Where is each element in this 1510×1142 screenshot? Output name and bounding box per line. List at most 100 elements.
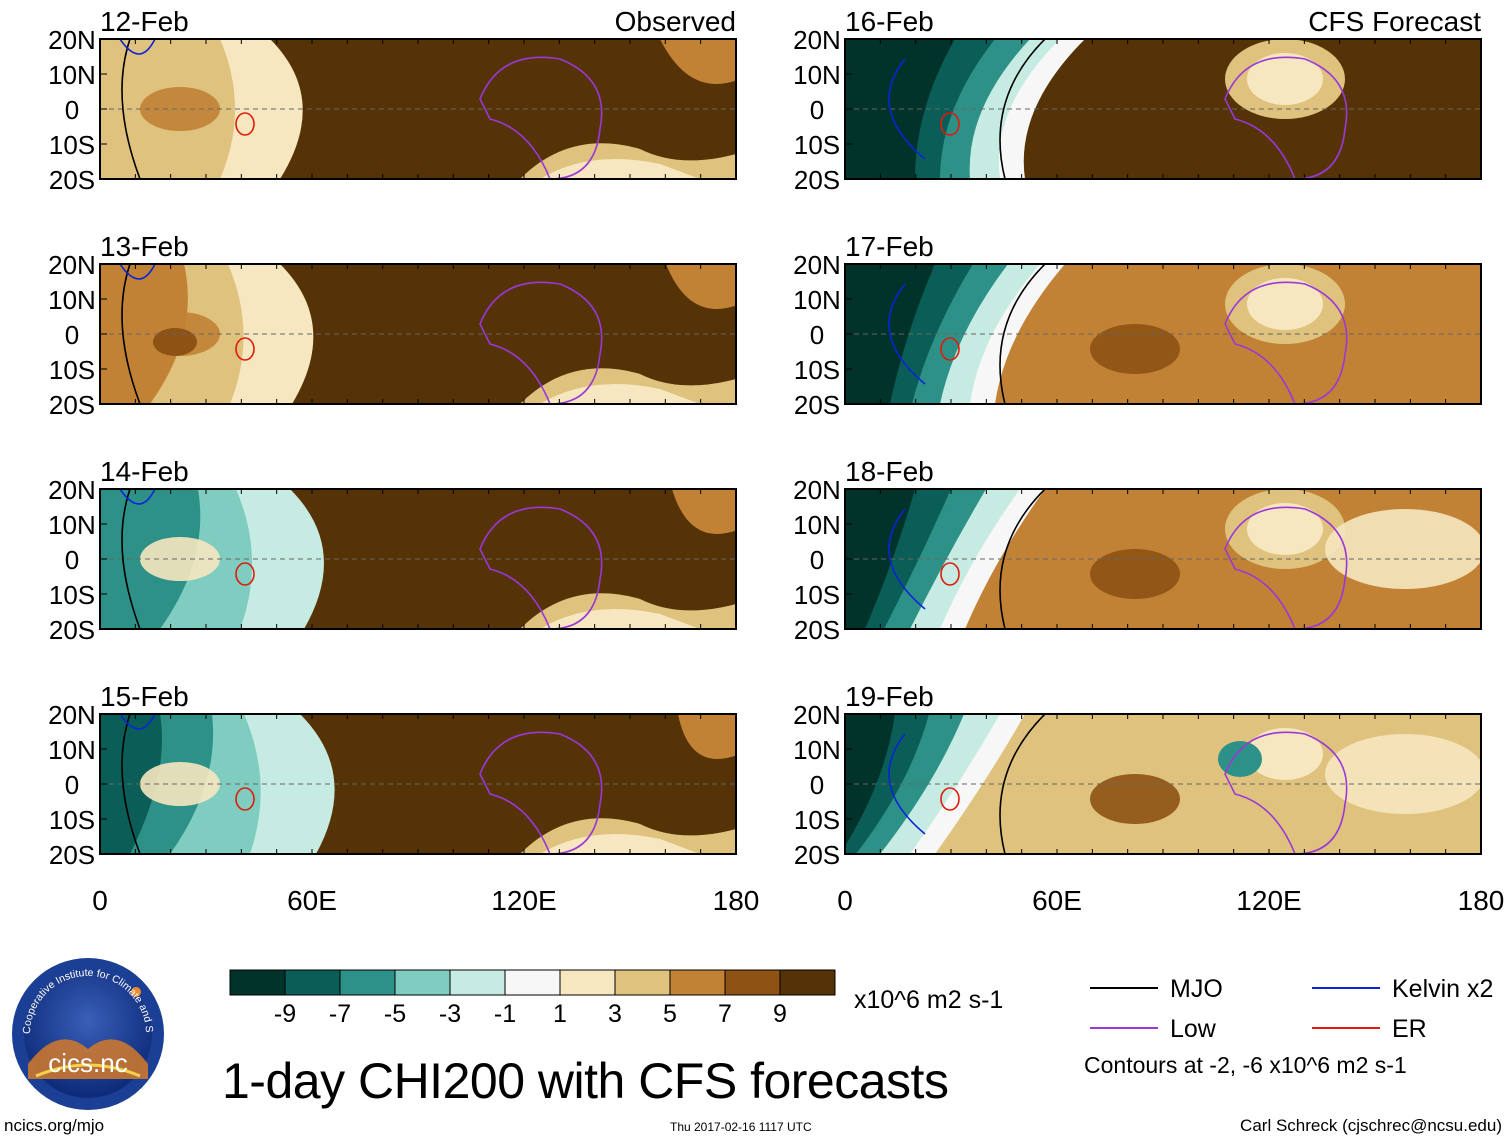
y-tick-label: 20S (794, 390, 840, 420)
y-tick-label: 10S (794, 580, 840, 610)
map-panel-18-Feb (845, 489, 1481, 629)
y-tick-label: 10S (49, 580, 95, 610)
colorbar-swatch (339, 969, 396, 996)
y-tick-label: 10N (793, 510, 841, 540)
legend-label: Kelvin x2 (1392, 975, 1493, 1003)
map-panel-16-Feb (845, 39, 1481, 179)
y-tick-label: 0 (810, 320, 824, 350)
legend-label: ER (1392, 1015, 1427, 1043)
x-tick-label: 0 (837, 885, 853, 916)
panel-date: 13-Feb (100, 231, 189, 262)
footer-author: Carl Schreck (cjschrec@ncsu.edu) (1240, 1116, 1502, 1135)
x-tick-label: 60E (1032, 885, 1082, 916)
colorbar-swatch (614, 969, 671, 996)
y-tick-label: 10N (793, 735, 841, 765)
colorbar-tick-label: -5 (384, 1000, 406, 1028)
y-tick-label: 10S (49, 130, 95, 160)
y-tick-label: 0 (810, 545, 824, 575)
y-tick-label: 0 (65, 95, 79, 125)
y-tick-label: 20N (793, 700, 841, 730)
colorbar-swatch (284, 969, 341, 996)
legend-label: Low (1170, 1015, 1217, 1043)
y-tick-label: 0 (810, 770, 824, 800)
colorbar-tick-label: 3 (608, 1000, 622, 1028)
y-tick-label: 10N (48, 510, 96, 540)
logo-name: cics.nc (48, 1048, 127, 1078)
colorbar-tick-label: -1 (494, 1000, 516, 1028)
y-tick-label: 20S (794, 165, 840, 195)
panel-date: 18-Feb (845, 456, 934, 487)
colorbar-tick-label: 9 (773, 1000, 787, 1028)
colorbar-swatch (669, 969, 726, 996)
footer-website: ncics.org/mjo (4, 1116, 105, 1135)
panel-date: 19-Feb (845, 681, 934, 712)
x-tick-label: 180 (713, 885, 760, 916)
cics-logo: Cooperative Institute for Climate and Sa… (8, 954, 164, 1110)
y-tick-label: 10N (48, 60, 96, 90)
colorbar-units: x10^6 m2 s-1 (854, 986, 1004, 1014)
y-tick-label: 20N (48, 250, 96, 280)
y-tick-label: 10S (49, 805, 95, 835)
y-tick-label: 20N (48, 25, 96, 55)
panel-date: 17-Feb (845, 231, 934, 262)
y-tick-label: 0 (65, 770, 79, 800)
map-panel-17-Feb (845, 264, 1481, 404)
panel-date: 15-Feb (100, 681, 189, 712)
panel-date: 14-Feb (100, 456, 189, 487)
colorbar-swatch (394, 969, 451, 996)
y-tick-label: 10N (793, 285, 841, 315)
colorbar-swatch (504, 969, 561, 996)
y-tick-label: 20N (48, 700, 96, 730)
x-tick-label: 120E (491, 885, 556, 916)
y-tick-label: 10S (794, 355, 840, 385)
map-panel-13-Feb (100, 264, 736, 404)
y-tick-label: 20S (49, 840, 95, 870)
y-tick-label: 20S (49, 390, 95, 420)
colorbar-swatch (449, 969, 506, 996)
y-tick-label: 20N (48, 475, 96, 505)
y-tick-label: 20N (793, 25, 841, 55)
y-tick-label: 20S (794, 615, 840, 645)
y-tick-label: 10N (48, 735, 96, 765)
contours-note: Contours at -2, -6 x10^6 m2 s-1 (1084, 1052, 1407, 1078)
colorbar-tick-label: 7 (718, 1000, 732, 1028)
colorbar-tick-label: -3 (439, 1000, 461, 1028)
y-tick-label: 0 (810, 95, 824, 125)
y-tick-label: 10N (48, 285, 96, 315)
y-tick-label: 10S (794, 805, 840, 835)
colorbar-swatch (724, 969, 781, 996)
legend-label: MJO (1170, 975, 1223, 1003)
y-tick-label: 10S (794, 130, 840, 160)
x-tick-label: 120E (1236, 885, 1301, 916)
x-tick-label: 60E (287, 885, 337, 916)
colorbar-swatch (229, 969, 286, 996)
x-tick-label: 0 (92, 885, 108, 916)
map-panel-15-Feb (100, 714, 736, 854)
y-tick-label: 0 (65, 545, 79, 575)
map-panel-14-Feb (100, 489, 736, 629)
colorbar-tick-label: 5 (663, 1000, 677, 1028)
y-tick-label: 20S (794, 840, 840, 870)
colorbar-tick-label: 1 (553, 1000, 567, 1028)
y-tick-label: 20S (49, 165, 95, 195)
colorbar-tick-label: -7 (329, 1000, 351, 1028)
y-tick-label: 20N (793, 250, 841, 280)
map-panel-19-Feb (845, 714, 1481, 854)
footer-timestamp: Thu 2017-02-16 1117 UTC (670, 1120, 812, 1134)
panel-date: 12-Feb (100, 6, 189, 37)
x-tick-label: 180 (1458, 885, 1505, 916)
y-tick-label: 20S (49, 615, 95, 645)
y-tick-label: 20N (793, 475, 841, 505)
y-tick-label: 10S (49, 355, 95, 385)
column-label: CFS Forecast (1308, 6, 1481, 37)
colorbar-swatch (559, 969, 616, 996)
y-tick-label: 10N (793, 60, 841, 90)
column-label: Observed (615, 6, 736, 37)
y-tick-label: 0 (65, 320, 79, 350)
colorbar-swatch (779, 969, 836, 996)
chart-title: 1-day CHI200 with CFS forecasts (222, 1053, 949, 1109)
panel-date: 16-Feb (845, 6, 934, 37)
map-panel-12-Feb (100, 39, 736, 179)
colorbar-tick-label: -9 (274, 1000, 296, 1028)
